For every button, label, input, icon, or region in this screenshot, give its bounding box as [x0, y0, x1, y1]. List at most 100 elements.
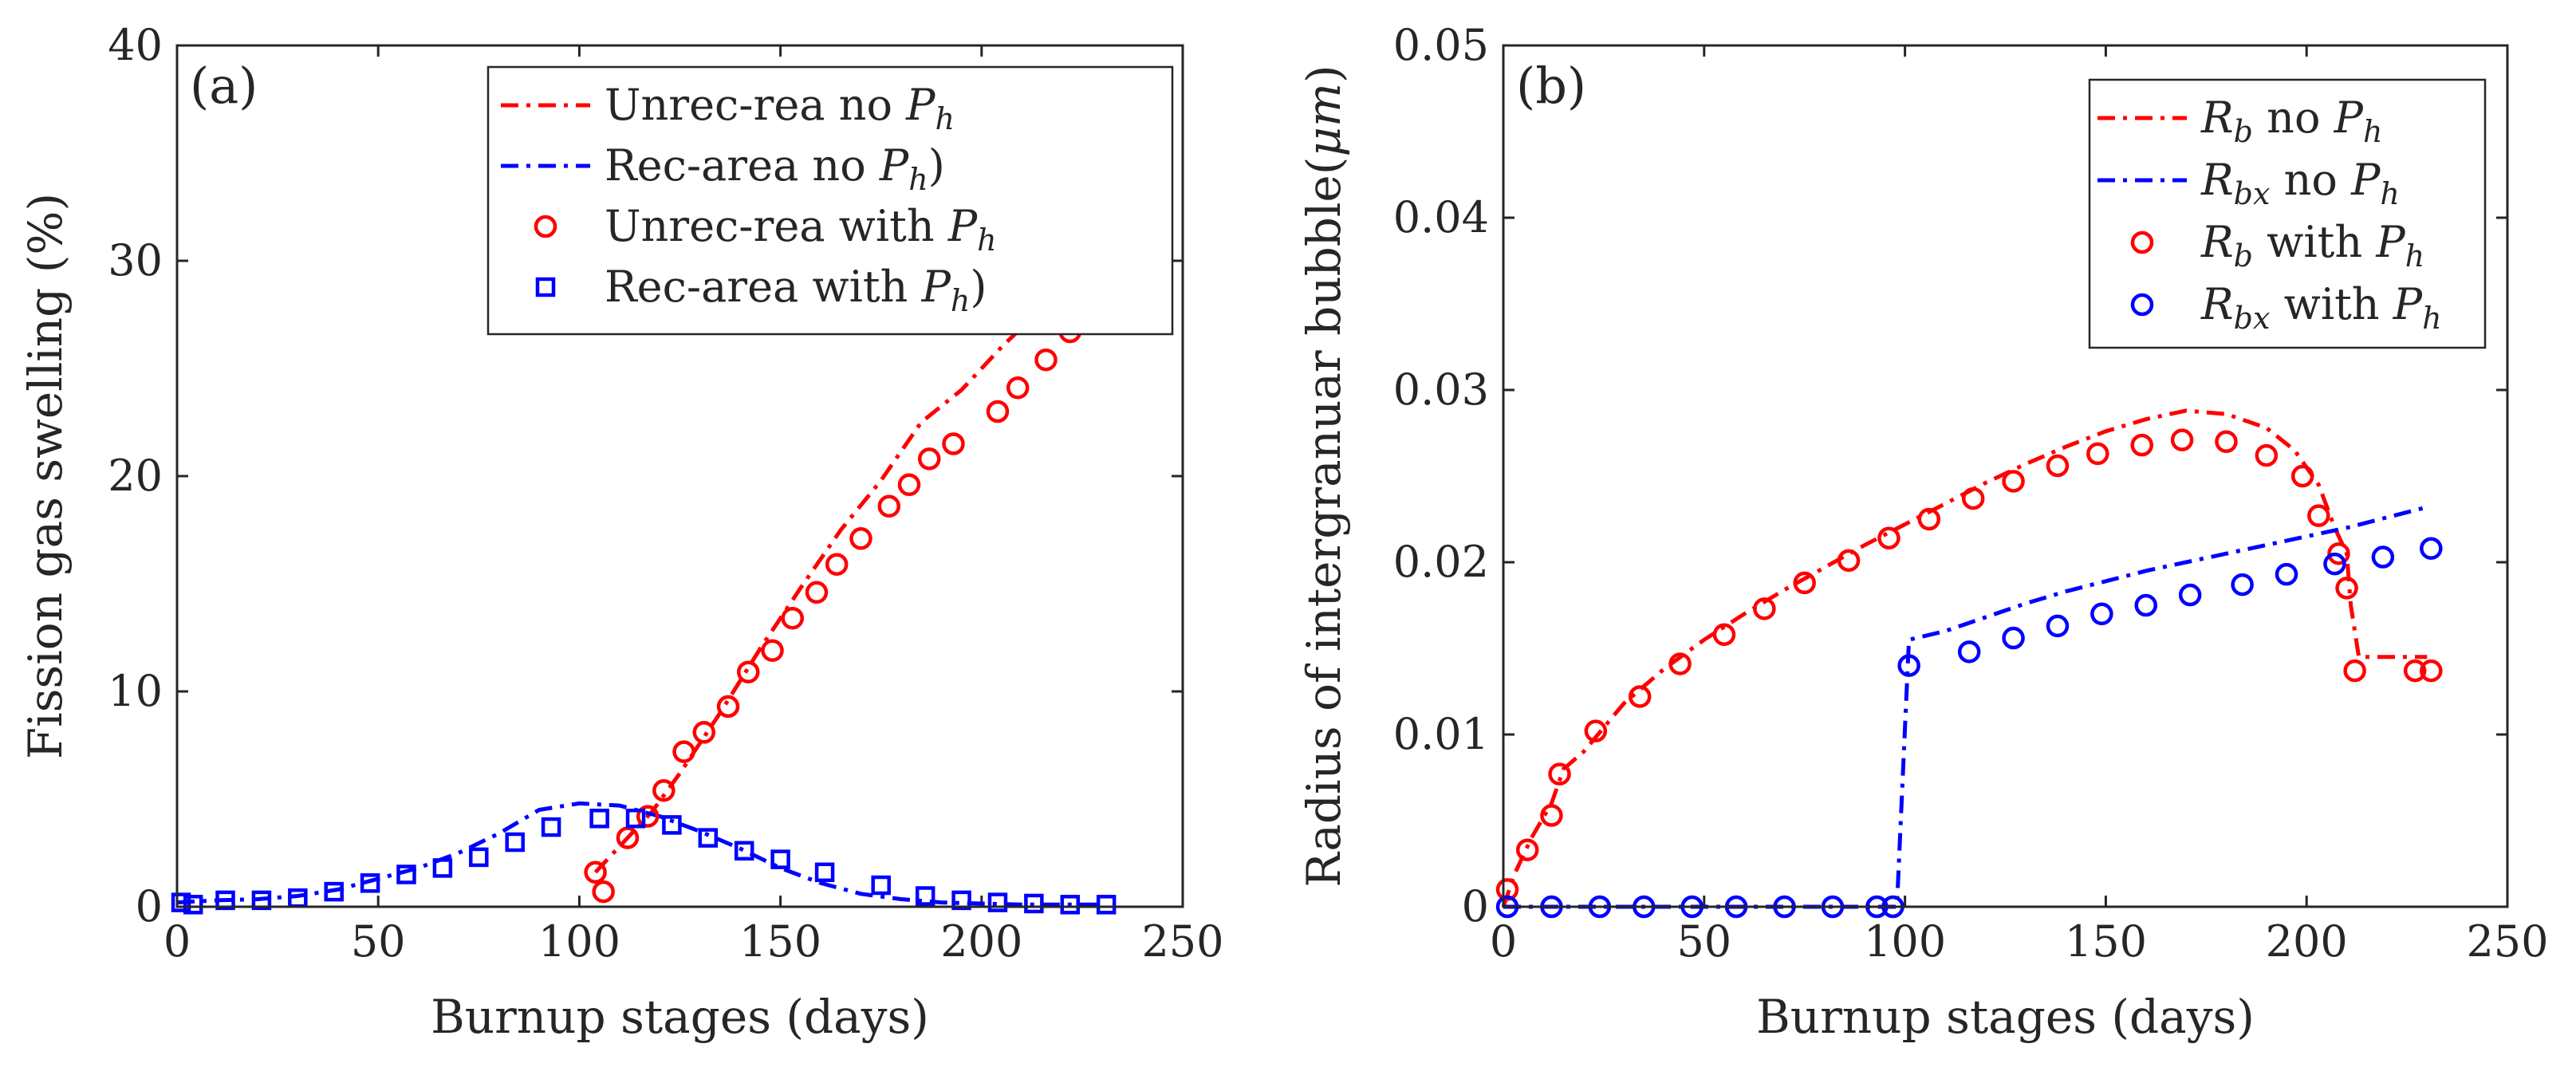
data-point — [215, 890, 235, 911]
data-point — [171, 892, 191, 912]
data-point — [986, 400, 1010, 423]
legend-label-part: bx — [2234, 301, 2271, 336]
data-point — [2231, 573, 2254, 597]
data-point — [2046, 614, 2070, 638]
data-point — [2170, 428, 2194, 451]
data-point — [2134, 593, 2158, 617]
series-a-0 — [593, 263, 1103, 874]
data-point — [897, 473, 921, 497]
data-point — [1837, 549, 1861, 573]
data-point — [1668, 652, 1692, 675]
data-point — [1584, 719, 1608, 742]
data-point — [1096, 895, 1117, 915]
legend-label: Rb with Ph — [2200, 217, 2424, 274]
data-point — [805, 581, 829, 605]
legend-label-part: R — [2200, 93, 2234, 143]
data-point — [698, 828, 719, 848]
data-point — [716, 695, 740, 719]
data-point — [871, 875, 891, 896]
data-point — [987, 892, 1008, 912]
legend-label-part: b — [2234, 114, 2253, 149]
data-point — [2090, 602, 2113, 626]
legend-label: Unrec-rea no Ph — [605, 80, 955, 136]
legend-label: Rec-area with Ph) — [605, 262, 987, 318]
legend-marker — [2130, 230, 2154, 254]
legend-label-part: Unrec-rea no — [605, 80, 906, 130]
data-point — [1006, 376, 1030, 400]
series-a-1 — [176, 801, 1103, 907]
legend-label: Rec-area no Ph) — [605, 140, 945, 197]
data-point — [541, 817, 561, 837]
data-point — [652, 778, 676, 802]
data-point — [636, 805, 660, 828]
legend-label-part: ) — [970, 262, 987, 312]
legend-label-part: ) — [928, 140, 945, 191]
legend-box — [486, 65, 1174, 336]
legend-label-part: P — [2334, 93, 2365, 143]
data-point — [761, 639, 784, 662]
panel-b: 0 50 100 150 200 250 0 0.01 0.02 0.03 0.04 0.05 (b)… — [1297, 20, 2549, 1044]
data-point — [396, 864, 416, 884]
legend-label-part: h — [2422, 301, 2441, 336]
x-tick-label: 100 — [1864, 916, 1946, 967]
y-tick-label: 30 — [108, 235, 163, 286]
x-tick-label: 50 — [351, 916, 406, 967]
legend-label-part: h — [935, 101, 954, 136]
legend-entry: Unrec-rea with Ph — [534, 201, 997, 258]
data-point — [1515, 838, 1539, 861]
legend-label-part: h — [951, 283, 970, 318]
legend-label: Rbx no Ph — [2200, 155, 2400, 211]
data-point — [592, 880, 615, 904]
y-tick-label: 0.05 — [1393, 20, 1489, 70]
x-tick-label: 250 — [2466, 916, 2548, 967]
data-point — [672, 740, 695, 763]
panel-a: 0 50 100 150 200 250 0 10 20 30 40 (a) Burnup stag… — [18, 20, 1224, 1044]
panel-a-y-axis-label: Fission gas swelling (%) — [18, 193, 73, 759]
data-point — [915, 886, 935, 906]
data-point — [2327, 542, 2350, 565]
data-point — [2420, 659, 2443, 683]
data-point — [469, 847, 489, 868]
legend-entry: Rb with Ph — [2130, 217, 2424, 274]
series-a-3 — [171, 809, 1117, 915]
data-point — [2002, 470, 2025, 493]
data-point — [584, 860, 607, 884]
panel-a-axes-frame — [175, 44, 1184, 908]
legend-entry: Rbx with Ph — [2130, 279, 2442, 336]
data-point — [942, 432, 965, 455]
data-point — [662, 815, 682, 835]
data-point — [1548, 762, 1571, 786]
legend-label-part: Rec-area no — [605, 140, 880, 191]
y-tick-label: 20 — [108, 451, 163, 501]
data-point — [1961, 486, 1985, 510]
data-point — [1712, 623, 1736, 646]
data-point — [616, 826, 640, 849]
legend-label-part: P — [905, 80, 936, 130]
data-point — [1024, 893, 1044, 914]
panel-b-label: (b) — [1516, 57, 1586, 115]
legend-label-part: Rec-area with — [605, 262, 922, 312]
data-point — [2046, 454, 2070, 478]
series-line — [593, 263, 1103, 874]
data-point — [2178, 583, 2202, 607]
x-tick-label: 100 — [538, 916, 620, 967]
legend-label-part: h — [908, 162, 928, 197]
y-tick-label: 0.01 — [1393, 709, 1489, 759]
y-tick-label: 0 — [1462, 881, 1489, 931]
data-point — [251, 890, 272, 911]
series-a-2 — [584, 305, 1110, 904]
data-point — [2323, 552, 2346, 576]
panel-b-y-label-prefix: Radius of intergranuar bubble( — [1297, 157, 1351, 888]
data-point — [1917, 507, 1941, 531]
legend-label-part: P — [947, 201, 979, 251]
data-point — [770, 849, 790, 869]
y-tick-label: 0.03 — [1393, 364, 1489, 415]
data-point — [2290, 464, 2314, 488]
y-tick-label: 0.02 — [1393, 537, 1489, 587]
y-tick-label: 40 — [108, 20, 163, 70]
legend-label: Rb no Ph — [2200, 93, 2382, 149]
